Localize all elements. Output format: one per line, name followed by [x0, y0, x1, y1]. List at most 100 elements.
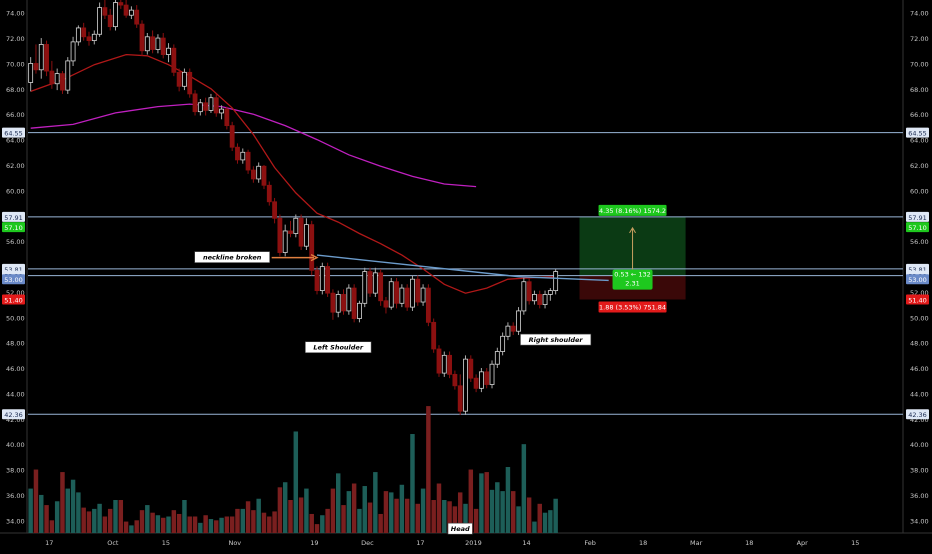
candle-body	[118, 2, 124, 6]
candle	[341, 289, 346, 315]
volume-bar	[161, 517, 166, 533]
volume-bar	[107, 508, 113, 533]
volume-bar	[463, 503, 468, 533]
candle	[452, 370, 458, 390]
volume-bar	[176, 513, 182, 533]
volume-bar	[219, 517, 224, 533]
annotation-text: Left Shoulder	[313, 344, 363, 352]
candle	[500, 332, 506, 356]
price-tick-label-right: 64.00	[910, 137, 929, 145]
volume-bar	[532, 521, 537, 533]
candle	[128, 6, 134, 20]
price-tick-label-right: 38.00	[910, 467, 929, 475]
candle-body	[219, 108, 224, 114]
candle	[28, 57, 34, 92]
horizontal-levels: 64.5564.5557.9157.9153.8153.8153.2853.28…	[2, 127, 929, 420]
volume-bar	[452, 506, 458, 533]
volume-bar	[436, 483, 442, 533]
volume-bar	[118, 500, 124, 533]
target-arrow-head	[629, 226, 636, 234]
candle	[144, 32, 150, 55]
candle-body	[171, 47, 177, 73]
candle	[441, 351, 447, 377]
volume-bar	[102, 516, 108, 533]
candle-body	[436, 348, 442, 374]
candle-body	[155, 37, 161, 50]
candle-body	[303, 224, 309, 247]
price-tick-label-left: 60.00	[6, 187, 25, 195]
candle	[516, 307, 521, 336]
candle-body	[150, 36, 156, 50]
price-tick-label-left: 34.00	[6, 517, 25, 525]
candle-body	[505, 325, 511, 337]
candle	[335, 290, 341, 318]
price-tick-label-left: 48.00	[6, 340, 25, 348]
candle-body	[123, 4, 129, 16]
candle	[314, 266, 320, 295]
candle	[203, 97, 209, 116]
volume-bar	[468, 469, 474, 533]
price-level-badge-label: 57.91	[4, 214, 23, 222]
neckline-extension[interactable]	[518, 275, 609, 282]
candle-body	[44, 44, 49, 72]
candle-body	[404, 287, 410, 308]
candle-body	[494, 351, 500, 365]
candle-body	[510, 325, 516, 332]
candle	[81, 22, 87, 41]
volume-bar	[54, 501, 60, 533]
candle-body	[341, 294, 346, 312]
volume-bar	[60, 472, 65, 533]
volume-bar	[442, 500, 447, 533]
volume-bar	[171, 510, 177, 533]
annotation-text: neckline broken	[203, 254, 262, 262]
volume-bar	[76, 492, 81, 533]
volume-bar	[500, 491, 505, 533]
neckline[interactable]	[316, 254, 519, 278]
volume-bar	[256, 498, 261, 533]
candle	[388, 277, 394, 310]
price-level-badge-label: 57.91	[908, 214, 927, 222]
candle-body	[463, 358, 468, 412]
candle	[415, 275, 421, 306]
candle-body	[282, 230, 288, 253]
candle	[394, 277, 399, 309]
candle-body	[91, 33, 97, 42]
volume-bar	[314, 524, 320, 533]
candle-body	[537, 294, 543, 305]
candle-body	[128, 9, 134, 16]
price-axis-badge	[906, 222, 929, 233]
candle	[240, 148, 246, 164]
price-tick-label-right: 70.00	[910, 60, 929, 68]
candle	[553, 269, 559, 295]
volume-bar	[203, 515, 208, 533]
candle-body	[526, 281, 532, 302]
candle-body	[182, 71, 187, 87]
candle	[293, 214, 299, 238]
candle-body	[250, 169, 256, 180]
volume-bar	[229, 516, 235, 533]
candle-body	[367, 271, 373, 294]
candle-body	[309, 224, 315, 271]
price-tick-label-left: 52.00	[6, 289, 25, 297]
price-tick-label-left: 46.00	[6, 365, 25, 373]
price-axis-badge	[906, 294, 929, 305]
candle-body	[86, 36, 92, 42]
candle	[309, 220, 315, 276]
candle-body	[38, 44, 44, 71]
candle-body	[49, 70, 55, 85]
time-tick-label: 14	[522, 539, 530, 547]
candle	[261, 164, 267, 190]
price-axis-badge-label: 53.00	[4, 276, 23, 284]
annotation-box	[520, 333, 592, 346]
volume-bar	[198, 522, 203, 533]
candle	[150, 30, 156, 54]
candle	[33, 44, 39, 74]
candle	[192, 90, 198, 116]
price-level-badge	[2, 211, 25, 222]
candle	[60, 71, 65, 94]
candle-body	[399, 287, 405, 304]
candle-body	[330, 292, 336, 313]
volume-bar	[113, 500, 118, 533]
candle	[266, 181, 272, 206]
